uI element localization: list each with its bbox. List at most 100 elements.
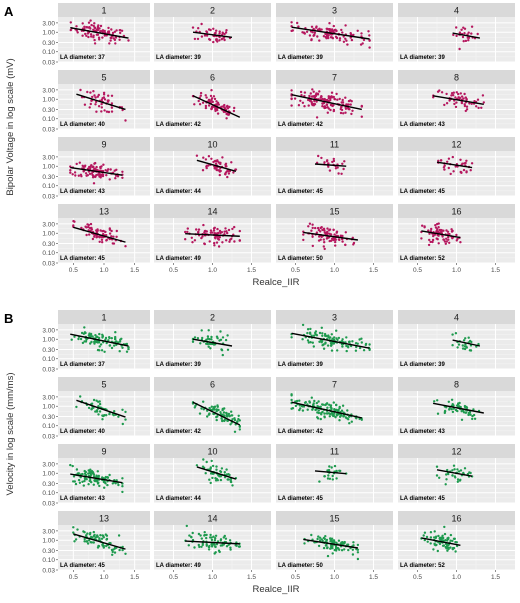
data-point xyxy=(368,34,371,37)
data-point xyxy=(456,346,459,349)
la-diameter-label: LA diameter: 39 xyxy=(400,55,445,61)
data-point xyxy=(325,160,329,163)
data-point xyxy=(449,533,453,537)
data-point xyxy=(198,103,202,106)
data-point xyxy=(338,97,341,101)
data-point xyxy=(89,478,92,482)
data-point xyxy=(347,418,350,421)
data-point xyxy=(453,537,456,540)
data-point xyxy=(90,99,93,103)
data-point xyxy=(443,103,446,107)
data-point xyxy=(436,412,440,415)
data-point xyxy=(447,546,450,550)
data-point xyxy=(465,105,469,108)
data-point xyxy=(434,226,438,229)
data-point xyxy=(201,101,205,104)
data-point xyxy=(206,415,209,418)
data-point xyxy=(469,169,472,172)
data-point xyxy=(106,483,109,487)
data-point xyxy=(463,32,466,35)
data-point xyxy=(93,342,96,345)
data-point xyxy=(455,26,458,29)
data-point xyxy=(457,403,460,406)
data-point xyxy=(215,543,219,546)
data-point xyxy=(223,419,226,423)
data-point xyxy=(312,90,315,93)
facet-title: 16 xyxy=(451,207,461,217)
facet-15: 15 LA diameter: 50 0.5 1.0 1.5 xyxy=(276,204,393,274)
data-point xyxy=(426,540,429,543)
data-point xyxy=(121,490,124,494)
data-point xyxy=(225,230,228,233)
data-point xyxy=(90,35,93,38)
data-point xyxy=(351,548,354,551)
data-point xyxy=(111,31,115,35)
data-point xyxy=(456,237,459,241)
data-point xyxy=(438,231,442,234)
data-point xyxy=(344,37,347,40)
data-point xyxy=(323,241,326,244)
data-point xyxy=(107,26,110,30)
data-point xyxy=(233,430,237,433)
data-point xyxy=(185,524,188,528)
x-tick-label: 1.0 xyxy=(99,267,108,274)
data-point xyxy=(315,231,319,234)
data-point xyxy=(433,530,436,533)
data-point xyxy=(342,167,345,171)
data-point xyxy=(199,342,202,345)
data-point xyxy=(331,546,334,550)
data-point xyxy=(322,343,325,346)
data-point xyxy=(200,545,203,548)
data-point xyxy=(442,544,446,547)
facet-strip xyxy=(276,137,393,151)
regression-line xyxy=(196,466,237,480)
data-point xyxy=(69,463,72,467)
data-point xyxy=(121,170,124,173)
data-point xyxy=(332,104,335,107)
data-point xyxy=(219,411,222,414)
data-point xyxy=(317,544,321,548)
data-point xyxy=(306,331,309,335)
data-point xyxy=(432,96,435,99)
data-point xyxy=(320,326,323,329)
data-point xyxy=(427,243,431,247)
data-point xyxy=(236,420,239,423)
data-point xyxy=(202,156,205,159)
facet-11: 11 LA diameter: 45 xyxy=(276,137,393,197)
data-point xyxy=(332,539,335,542)
facet-strip xyxy=(276,377,393,391)
data-point xyxy=(314,94,318,98)
data-point xyxy=(351,109,354,113)
data-point xyxy=(215,100,218,103)
data-point xyxy=(93,22,96,25)
data-point xyxy=(88,233,91,236)
data-point xyxy=(469,413,472,416)
data-point xyxy=(112,235,115,238)
facet-points xyxy=(191,329,230,357)
data-point xyxy=(324,535,327,538)
data-point xyxy=(238,425,241,428)
data-point xyxy=(328,239,331,243)
facet-title: 10 xyxy=(207,140,217,150)
data-point xyxy=(213,244,216,247)
data-point xyxy=(97,336,101,340)
data-point xyxy=(191,340,195,343)
data-point xyxy=(90,340,93,344)
data-point xyxy=(197,228,201,231)
la-diameter-label: LA diameter: 42 xyxy=(278,429,323,435)
x-tick-label: 0.5 xyxy=(413,267,422,274)
data-point xyxy=(310,533,313,537)
data-point xyxy=(323,231,326,234)
data-point xyxy=(358,338,361,341)
data-point xyxy=(110,235,113,238)
facet-title: 7 xyxy=(332,380,337,390)
data-point xyxy=(186,230,189,234)
data-point xyxy=(294,400,297,403)
data-point xyxy=(98,236,101,239)
data-point xyxy=(354,342,358,345)
x-tick-label: 1.5 xyxy=(247,574,256,581)
facet-10: 10 LA diameter: 44 xyxy=(154,444,271,504)
data-point xyxy=(344,243,347,246)
data-point xyxy=(113,410,116,413)
data-point xyxy=(193,103,196,106)
